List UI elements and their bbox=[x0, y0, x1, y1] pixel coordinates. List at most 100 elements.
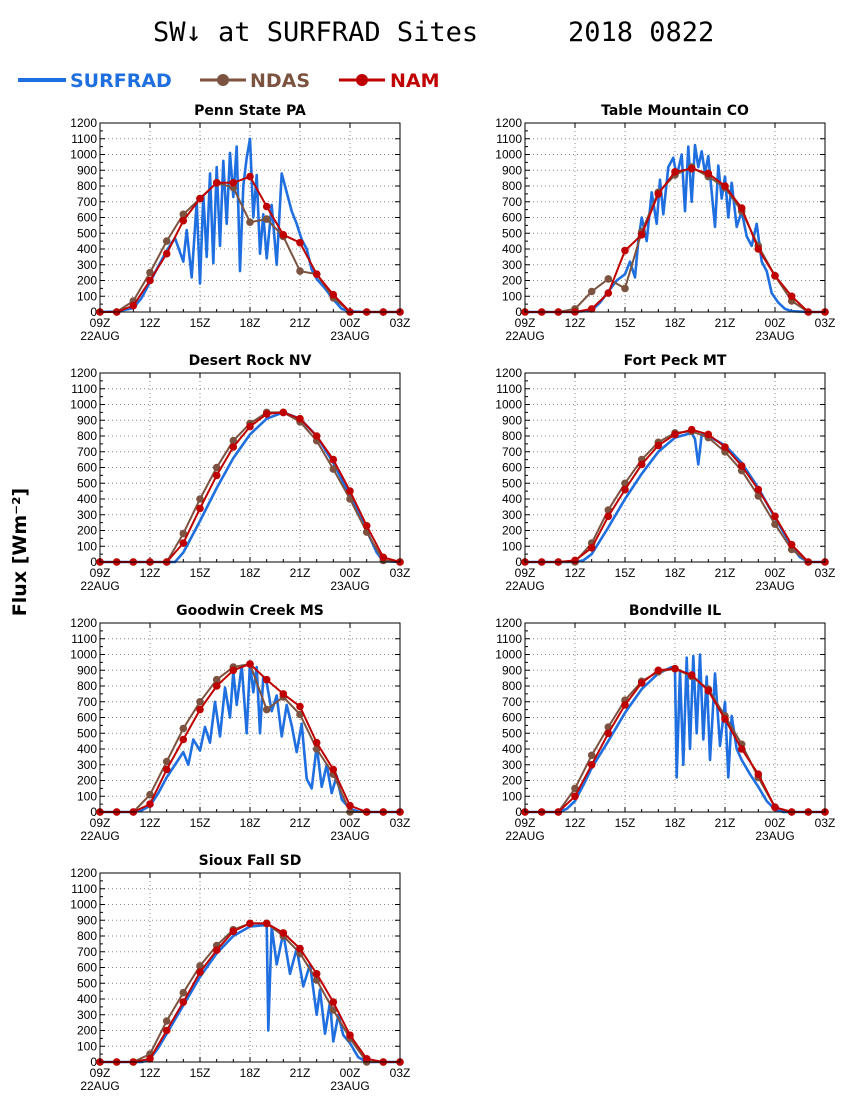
y-tick-label: 100 bbox=[77, 789, 97, 803]
data-point-nam bbox=[362, 1055, 371, 1063]
data-point-nam bbox=[346, 801, 354, 810]
x-tick-label: 15Z bbox=[190, 1066, 211, 1080]
data-point-nam bbox=[637, 460, 646, 469]
y-tick-label: 200 bbox=[502, 274, 522, 288]
data-point-nam bbox=[787, 292, 796, 301]
x-date-label: 23AUG bbox=[330, 579, 369, 593]
y-tick-label: 900 bbox=[502, 163, 522, 177]
x-tick-label: 18Z bbox=[240, 316, 261, 330]
y-tick-label: 600 bbox=[502, 211, 522, 225]
data-point-nam bbox=[229, 443, 238, 451]
y-tick-label: 500 bbox=[77, 726, 97, 740]
x-tick-label: 09Z bbox=[90, 1066, 111, 1080]
x-tick-label: 00Z bbox=[765, 816, 786, 830]
y-tick-label: 900 bbox=[502, 663, 522, 677]
data-point-nam bbox=[329, 455, 338, 464]
y-tick-label: 1100 bbox=[71, 382, 97, 396]
data-point-nam bbox=[604, 289, 613, 297]
data-point-ndas bbox=[146, 268, 154, 277]
y-tick-label: 1000 bbox=[70, 648, 97, 662]
x-tick-label: 12Z bbox=[140, 1066, 161, 1080]
series-surfrad bbox=[525, 143, 825, 314]
y-tick-label: 900 bbox=[77, 913, 97, 927]
data-point-ndas bbox=[621, 284, 629, 293]
data-point-nam bbox=[687, 164, 696, 173]
x-date-label: 22AUG bbox=[80, 579, 119, 593]
data-point-nam bbox=[687, 671, 696, 679]
data-point-ndas bbox=[196, 962, 204, 970]
data-point-nam bbox=[571, 792, 579, 801]
data-point-ndas bbox=[229, 436, 238, 445]
y-tick-label: 200 bbox=[77, 774, 97, 788]
y-tick-label: 600 bbox=[77, 211, 97, 225]
series-nam bbox=[521, 425, 829, 566]
data-point-ndas bbox=[179, 724, 188, 733]
x-tick-label: 12Z bbox=[140, 816, 161, 830]
y-tick-label: 500 bbox=[502, 726, 522, 740]
data-point-nam bbox=[721, 182, 729, 190]
data-point-nam bbox=[179, 735, 188, 744]
series-surfrad bbox=[99, 137, 400, 314]
panel-title: Fort Peck MT bbox=[624, 353, 727, 369]
y-tick-label: 0 bbox=[515, 305, 522, 319]
data-point-ndas bbox=[179, 210, 188, 219]
panel-title: Penn State PA bbox=[194, 103, 306, 119]
panel-title: Bondville IL bbox=[629, 603, 721, 619]
y-tick-label: 600 bbox=[502, 461, 522, 475]
data-point-nam bbox=[279, 929, 288, 937]
x-tick-label: 03Z bbox=[390, 816, 411, 830]
data-point-ndas bbox=[162, 1017, 171, 1025]
data-point-nam bbox=[362, 522, 371, 530]
y-tick-label: 1100 bbox=[496, 632, 522, 646]
panel-table-mountain-co: Table Mountain CO01002003004005006007008… bbox=[495, 103, 835, 343]
x-tick-label: 12Z bbox=[140, 566, 161, 580]
legend-marker-ndas bbox=[217, 74, 229, 86]
data-point-nam bbox=[179, 539, 188, 547]
data-point-nam bbox=[196, 705, 204, 714]
x-tick-label: 15Z bbox=[615, 566, 636, 580]
data-point-nam bbox=[162, 765, 171, 774]
x-tick-label: 15Z bbox=[190, 566, 211, 580]
figure-title: SW↓ at SURFRAD Sites bbox=[153, 17, 478, 48]
data-point-nam bbox=[671, 168, 679, 176]
panel-title: Goodwin Creek MS bbox=[176, 603, 324, 619]
data-point-nam bbox=[229, 666, 238, 675]
data-point-nam bbox=[262, 919, 271, 928]
data-point-nam bbox=[571, 556, 579, 565]
x-tick-label: 00Z bbox=[765, 566, 786, 580]
x-tick-label: 03Z bbox=[815, 316, 836, 330]
series-surfrad bbox=[100, 411, 401, 564]
y-tick-label: 1000 bbox=[70, 398, 97, 412]
data-point-nam bbox=[229, 927, 238, 936]
data-point-nam bbox=[296, 944, 304, 953]
y-tick-label: 600 bbox=[77, 711, 97, 725]
data-point-nam bbox=[246, 919, 254, 928]
y-tick-label: 200 bbox=[502, 524, 522, 538]
y-tick-label: 1200 bbox=[495, 366, 522, 380]
data-point-ndas bbox=[162, 757, 171, 766]
x-tick-label: 21Z bbox=[290, 1066, 311, 1080]
data-point-ndas bbox=[179, 529, 188, 538]
plot-frame bbox=[99, 372, 401, 563]
y-tick-label: 1100 bbox=[496, 382, 522, 396]
data-point-nam bbox=[737, 204, 746, 212]
panels: Penn State PA010020030040050060070080090… bbox=[70, 103, 835, 1093]
panel-fort-peck-mt: Fort Peck MT0100200300400500600700800900… bbox=[495, 353, 835, 593]
y-tick-label: 100 bbox=[502, 789, 522, 803]
data-point-nam bbox=[262, 202, 271, 211]
data-point-ndas bbox=[604, 275, 613, 283]
data-point-nam bbox=[754, 245, 763, 253]
data-point-nam bbox=[721, 443, 729, 451]
data-point-nam bbox=[162, 249, 171, 258]
x-tick-label: 21Z bbox=[290, 566, 311, 580]
y-tick-label: 900 bbox=[502, 413, 522, 427]
y-tick-label: 1000 bbox=[70, 898, 97, 912]
y-tick-label: 500 bbox=[77, 976, 97, 990]
legend-label-nam: NAM bbox=[390, 70, 440, 92]
data-point-ndas bbox=[146, 790, 154, 799]
data-point-nam bbox=[329, 765, 338, 774]
series-line-surfrad bbox=[100, 661, 400, 814]
panel-title: Desert Rock NV bbox=[189, 353, 312, 369]
y-tick-label: 800 bbox=[77, 429, 97, 443]
